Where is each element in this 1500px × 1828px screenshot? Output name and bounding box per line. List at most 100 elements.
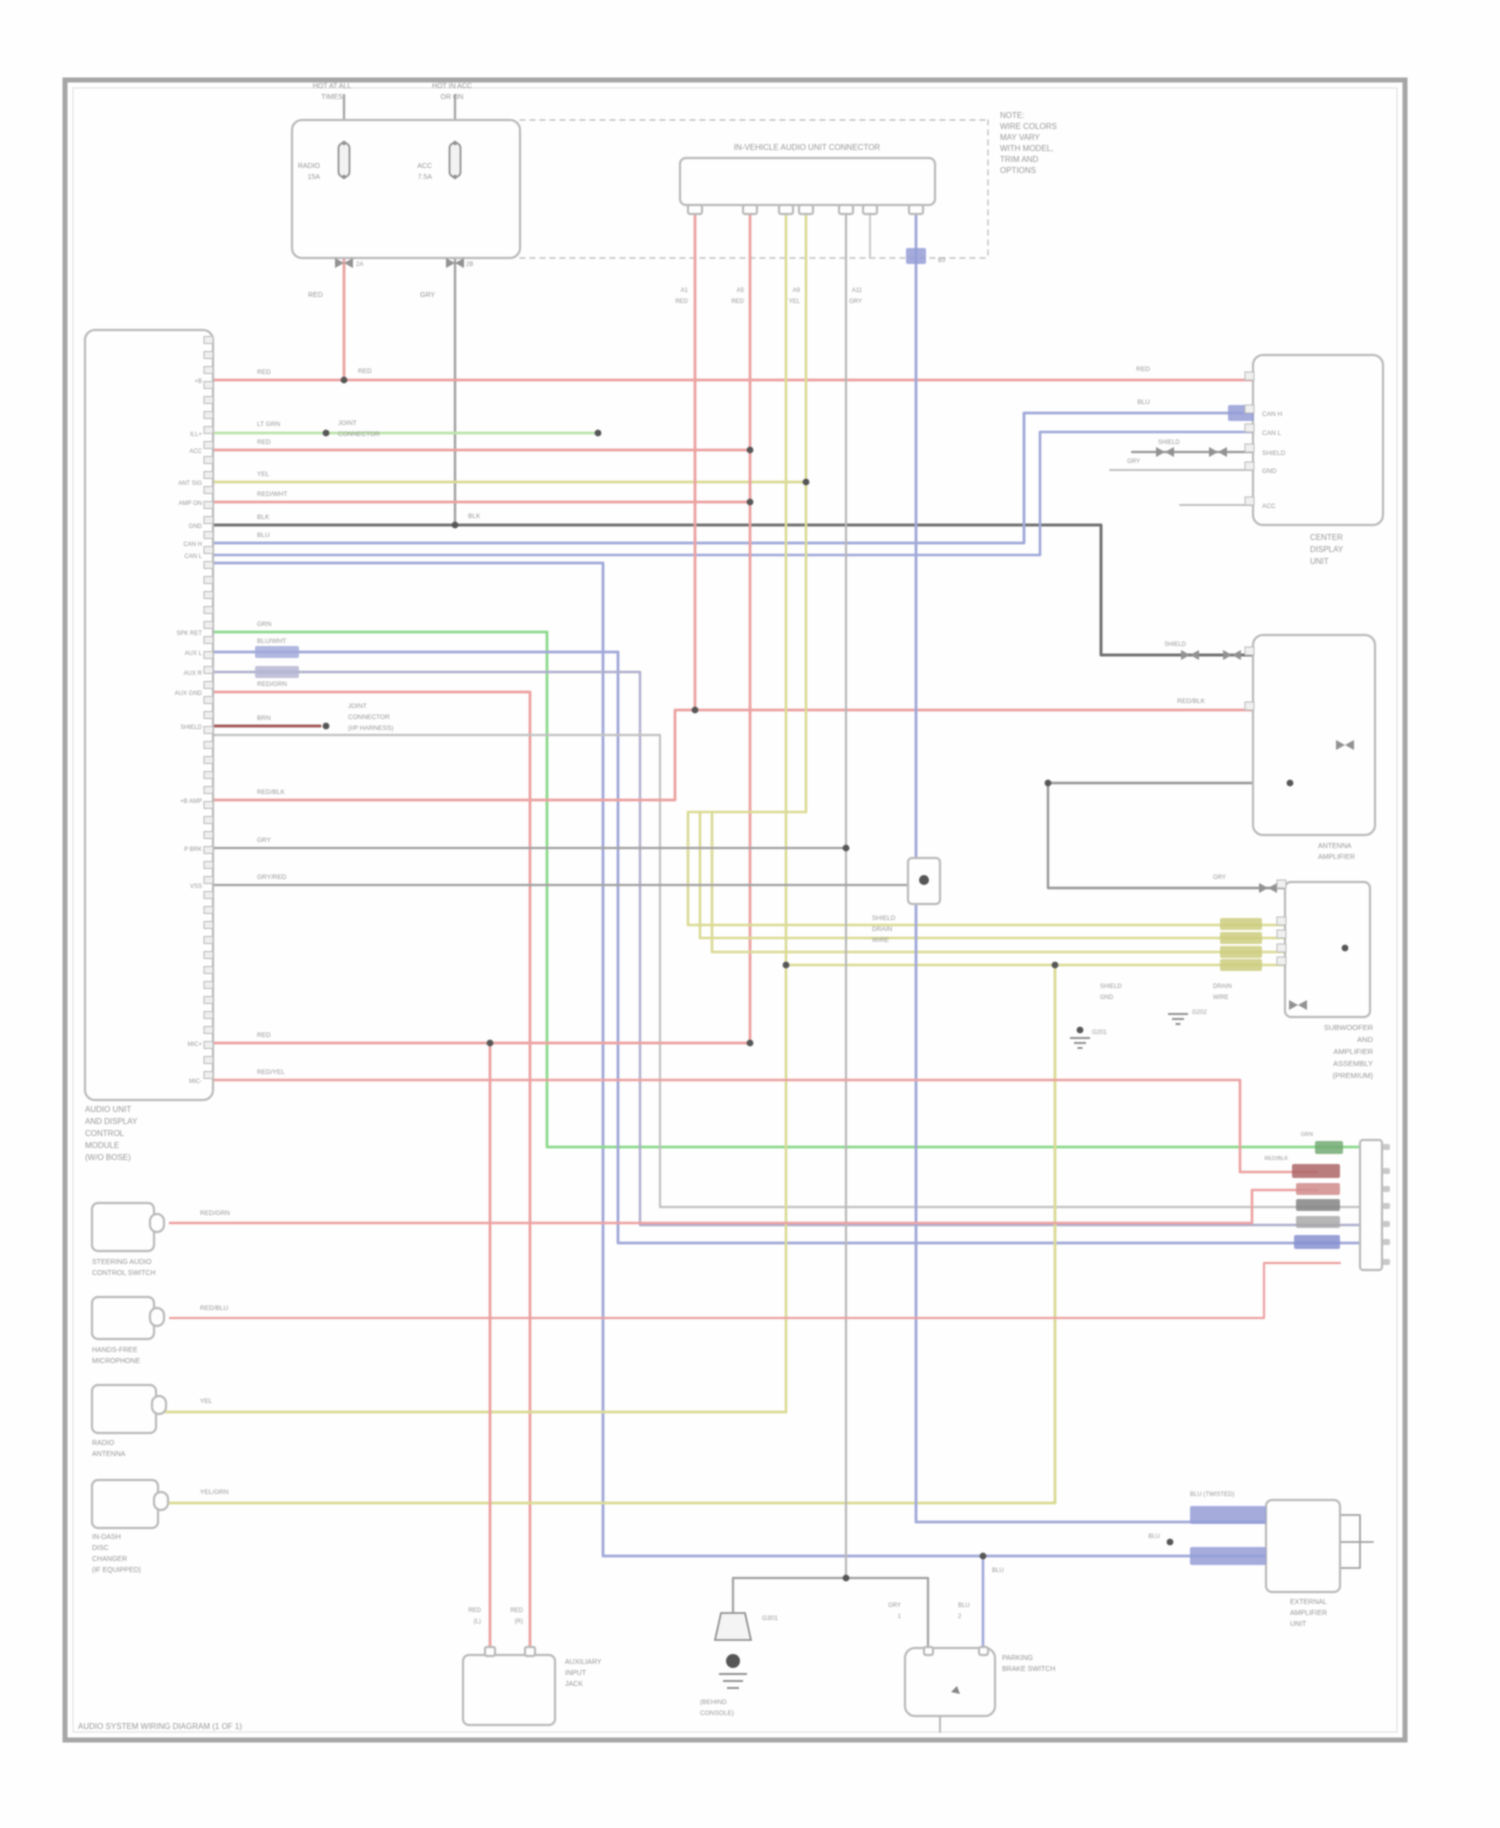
junction-dot — [594, 429, 602, 437]
page-frame — [62, 77, 1408, 1743]
module-box — [1358, 1138, 1384, 1272]
module-box — [1251, 353, 1385, 527]
wire-label: CHANGER — [92, 1556, 127, 1563]
wire-label: RED/WHT — [257, 491, 287, 498]
wire-label: GRY — [849, 299, 862, 305]
pin-stub — [203, 906, 214, 914]
pin-stub — [203, 621, 214, 629]
wire-label: 2B — [466, 262, 473, 268]
wire-label: A11 — [852, 288, 863, 294]
wire-label: RED — [358, 368, 372, 375]
wire-label: GRY — [1213, 875, 1226, 881]
switch-arrow-icon — [951, 1686, 960, 1694]
connector-block — [1294, 1235, 1340, 1249]
pin-stub — [203, 846, 214, 854]
module-box — [741, 203, 759, 216]
junction-dot — [1341, 944, 1349, 952]
module-box — [797, 203, 815, 216]
label-layer: HOT AT ALL TIMES HOT IN ACC OR ON RADIO 15A AC… — [78, 83, 1374, 1731]
wire-label: WIRE COLORS — [1000, 122, 1057, 131]
pin-stub — [203, 726, 214, 734]
ground-icon — [1070, 1037, 1090, 1049]
wire-label: IN-VEHICLE AUDIO UNIT CONNECTOR — [734, 143, 881, 152]
fuse-terminal — [452, 174, 458, 180]
inline-connector-icon — [446, 258, 464, 268]
pin-stub — [203, 591, 214, 599]
pin-stub — [203, 1071, 214, 1079]
wire-label: BLK — [468, 513, 481, 520]
wire-label: G202 — [1192, 1010, 1207, 1016]
wire-label: RED/BLU — [200, 1305, 228, 1312]
wire-label: G301 — [762, 1615, 778, 1622]
wire-label: RED — [675, 299, 688, 305]
wire-label: WITH MODEL, — [1000, 144, 1053, 153]
module-box — [1283, 880, 1372, 1019]
pin-stub — [1244, 423, 1255, 433]
wire-label: 7.5A — [418, 174, 433, 181]
wire-label: SUBWOOFER — [1324, 1023, 1374, 1032]
wire-label: BRAKE SWITCH — [1002, 1666, 1055, 1673]
wire-label: RED — [1136, 366, 1150, 373]
wire-label: BLU/WHT — [257, 638, 286, 645]
wire — [211, 670, 1362, 1227]
wire — [168, 1188, 1319, 1225]
wire-label: ANTENNA — [1318, 843, 1352, 850]
wire-label: YEL — [789, 299, 801, 305]
wire-label: ACC — [189, 449, 202, 455]
wire-label: AMP ON — [178, 501, 202, 507]
pin-stub — [1276, 956, 1287, 966]
fuse-terminal — [452, 140, 458, 146]
wire-label: BLU — [257, 532, 270, 539]
wire-label: GRY — [420, 292, 435, 299]
wire-label: RED — [308, 292, 323, 299]
connector-block — [1190, 1547, 1266, 1565]
module-box — [861, 203, 879, 216]
wire-label: GRY/RED — [257, 874, 287, 881]
wire-label: BLU — [992, 1568, 1004, 1574]
wire-label: LT GRN — [257, 421, 281, 428]
pin-stub — [203, 486, 214, 494]
wire-label: HANDS-FREE — [92, 1347, 138, 1354]
inline-connector-icon — [1336, 740, 1354, 750]
wire-label: RED — [257, 1032, 271, 1039]
junction-dot — [746, 446, 754, 454]
wire — [211, 430, 1255, 557]
wire — [211, 411, 1255, 545]
wire-label: ANTENNA — [92, 1451, 126, 1458]
module-box — [90, 1201, 156, 1253]
wire-label: (PREMIUM) — [1333, 1071, 1374, 1080]
pin-stub — [203, 1056, 214, 1064]
wire-label: PARKING — [1002, 1655, 1033, 1662]
wire-label: TIMES — [321, 94, 343, 101]
pin-stub — [203, 786, 214, 794]
wire-label: DRAIN — [1213, 984, 1232, 990]
pin-stub — [203, 351, 214, 359]
connector-block — [1292, 1164, 1340, 1178]
symbol-layer — [203, 140, 1354, 1694]
frame-outer — [62, 77, 1408, 1743]
pin-stub — [203, 771, 214, 779]
wire-label: RADIO — [298, 163, 321, 170]
pin-stub — [203, 861, 214, 869]
wire-label: CAN L — [1262, 430, 1282, 437]
junction-dot — [451, 521, 459, 529]
wire-label: AMPLIFIER — [1333, 1047, 1373, 1056]
wire-label: B3 — [938, 258, 946, 264]
wire-label: (R) — [515, 1619, 523, 1625]
wire-label: CENTER — [1310, 533, 1343, 542]
wire — [211, 523, 1255, 657]
inline-connector-icon — [335, 258, 353, 268]
pin-stub — [1244, 461, 1255, 471]
connector-block — [1382, 1221, 1390, 1227]
connector-block — [255, 666, 299, 678]
wire-label: AUX L — [185, 651, 203, 657]
junction-dot — [1076, 1026, 1084, 1034]
wire-layer — [156, 93, 1374, 1733]
junction-dots — [322, 376, 1349, 1668]
fuse-icon — [337, 142, 351, 178]
inline-connector-icon — [1259, 883, 1277, 893]
pin-stub — [1244, 701, 1255, 711]
module-box — [977, 1645, 990, 1657]
wire-label: ASSEMBLY — [1333, 1059, 1373, 1068]
